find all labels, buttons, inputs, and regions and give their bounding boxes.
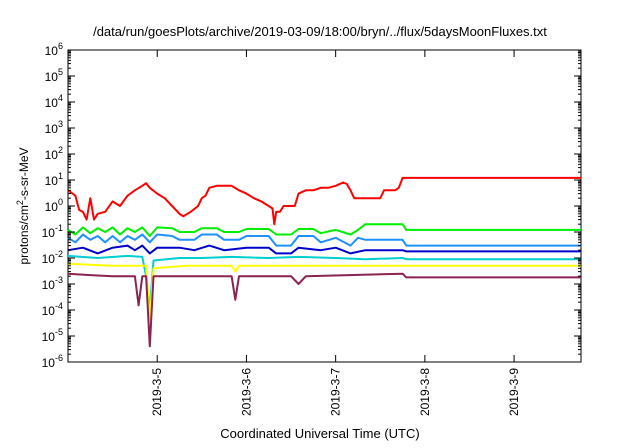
x-tick-label: 2019-3-7 [329, 368, 343, 416]
series-line-1 [67, 176, 581, 226]
plot-area [67, 49, 582, 363]
y-tick-label: 10-6 [42, 353, 63, 370]
series-line-3 [67, 233, 581, 247]
y-tick-label: 10-4 [42, 301, 63, 318]
y-tick-label: 10-5 [42, 327, 63, 344]
y-axis: 10-6 10-5 10-4 10-3 10-2 10-1 100 101 102 103 104 1… [42, 41, 581, 370]
y-tick-label: 106 [45, 41, 63, 58]
y-axis-label-sup: 2 [15, 200, 25, 205]
y-tick-label: 10-2 [42, 249, 63, 266]
series-line-7 [67, 272, 581, 348]
y-tick-label: 10-1 [42, 223, 63, 240]
y-axis-label-base: protons/cm [17, 205, 31, 264]
y-tick-label: 103 [45, 119, 63, 136]
chart-title: /data/run/goesPlots/archive/2019-03-09/1… [93, 24, 547, 39]
y-tick-label: 105 [45, 67, 63, 84]
x-axis: 2019-3-5 2019-3-6 2019-3-7 2019-3-8 2019-3-9 [150, 50, 521, 416]
y-tick-label: 101 [45, 171, 63, 188]
x-axis-label: Coordinated Universal Time (UTC) [220, 426, 419, 441]
plot-frame [67, 49, 582, 363]
y-tick-label: 104 [45, 93, 63, 110]
x-tick-label: 2019-3-6 [239, 368, 253, 416]
series-layer [67, 176, 581, 348]
x-tick-label: 2019-3-5 [150, 368, 164, 416]
y-tick-label: 102 [45, 145, 63, 162]
y-axis-label: protons/cm2-s-sr-MeV [15, 147, 31, 264]
series-line-6 [67, 262, 581, 322]
x-tick-label: 2019-3-9 [507, 368, 521, 416]
y-tick-label: 10-3 [42, 275, 63, 292]
series-line-5 [67, 254, 581, 311]
x-tick-label: 2019-3-8 [418, 368, 432, 416]
y-tick-label: 100 [45, 197, 63, 214]
y-axis-label-rest: -s-sr-MeV [17, 147, 31, 200]
series-line-4 [67, 244, 581, 255]
series-line-2 [67, 223, 581, 237]
